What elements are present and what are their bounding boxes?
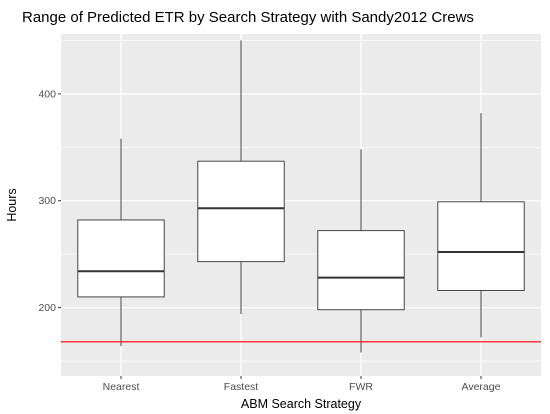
- box-fwr: [317, 149, 405, 353]
- boxes-layer: [77, 40, 525, 353]
- x-tick-label: Fastest: [224, 381, 259, 393]
- box-iqr: [317, 230, 405, 311]
- box-iqr: [197, 160, 285, 263]
- x-tick-label: FWR: [349, 381, 373, 393]
- x-axis: Nearest Fastest FWR Average: [103, 376, 501, 393]
- box-average: [437, 113, 525, 338]
- x-tick-label: Average: [462, 381, 501, 393]
- y-tick-label: 300: [38, 195, 56, 207]
- x-axis-title: ABM Search Strategy: [241, 397, 362, 411]
- box-iqr: [437, 201, 525, 291]
- chart-title: Range of Predicted ETR by Search Strateg…: [22, 9, 474, 26]
- y-tick-label: 400: [38, 88, 56, 100]
- y-axis-title: Hours: [5, 188, 19, 221]
- y-tick-label: 200: [38, 302, 56, 314]
- x-tick-label: Nearest: [103, 381, 140, 393]
- box-fastest: [197, 40, 285, 315]
- y-axis: 200 300 400: [38, 88, 61, 314]
- box-nearest: [77, 138, 165, 347]
- box-iqr: [77, 219, 165, 298]
